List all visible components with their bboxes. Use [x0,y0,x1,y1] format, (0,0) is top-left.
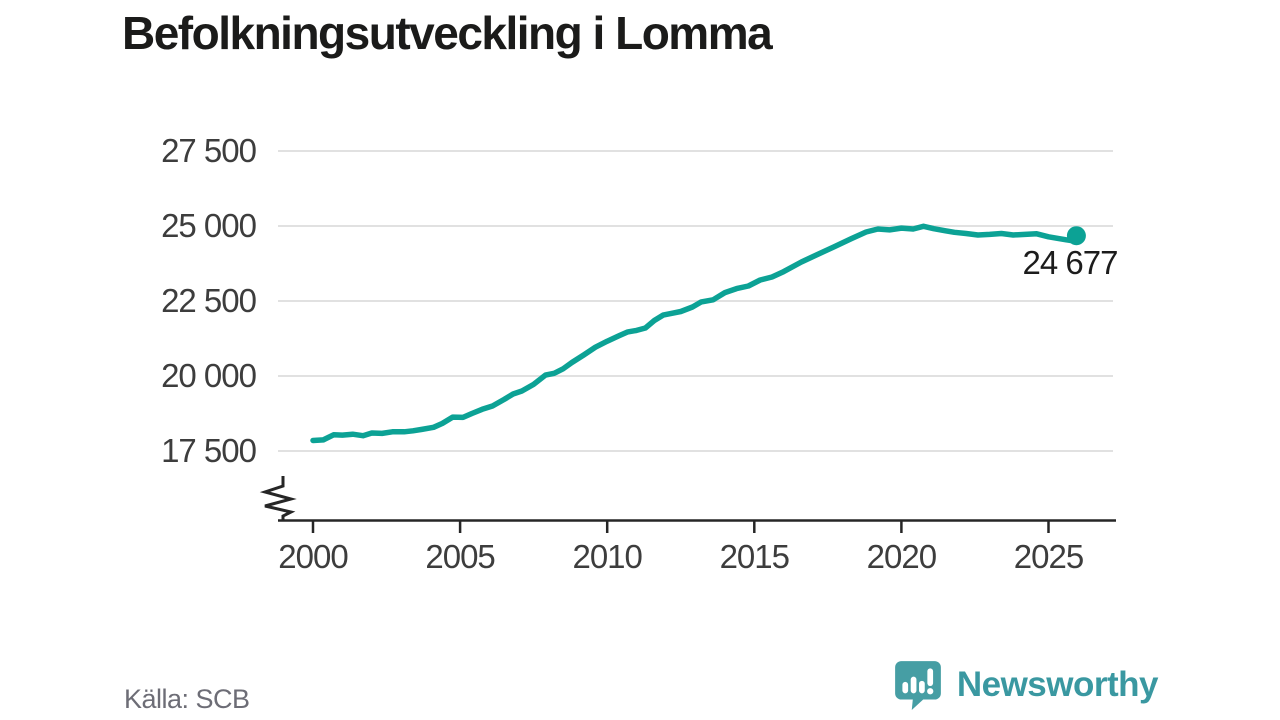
y-tick-label: 17 500 [161,432,257,469]
x-axis-ticks [311,521,1050,533]
x-tick-label: 2010 [572,538,642,575]
x-tick-label: 2000 [278,538,348,575]
latest-value-dot [1066,226,1086,246]
y-tick-label: 22 500 [161,282,257,319]
brand-wordmark: Newsworthy [956,665,1159,704]
gridlines [278,150,1113,452]
y-tick-label: 25 000 [161,207,257,244]
newsworthy-logo: Newsworthy [891,658,1159,712]
x-tick-label: 2020 [866,538,937,575]
y-tick-label: 20 000 [161,357,257,394]
population-series-line [310,223,1080,444]
source-label: Källa: SCB [124,684,250,714]
newsworthy-icon [894,661,941,710]
end-value-label: 24 677 [1022,243,1119,281]
x-tick-label: 2015 [719,538,790,575]
y-tick-label: 27 500 [161,132,257,169]
y-axis-break-icon [259,476,297,521]
x-tick-label: 2005 [425,538,495,575]
chart-title: Befolkningsutveckling i Lomma [122,7,773,59]
x-tick-label: 2025 [1013,538,1084,575]
